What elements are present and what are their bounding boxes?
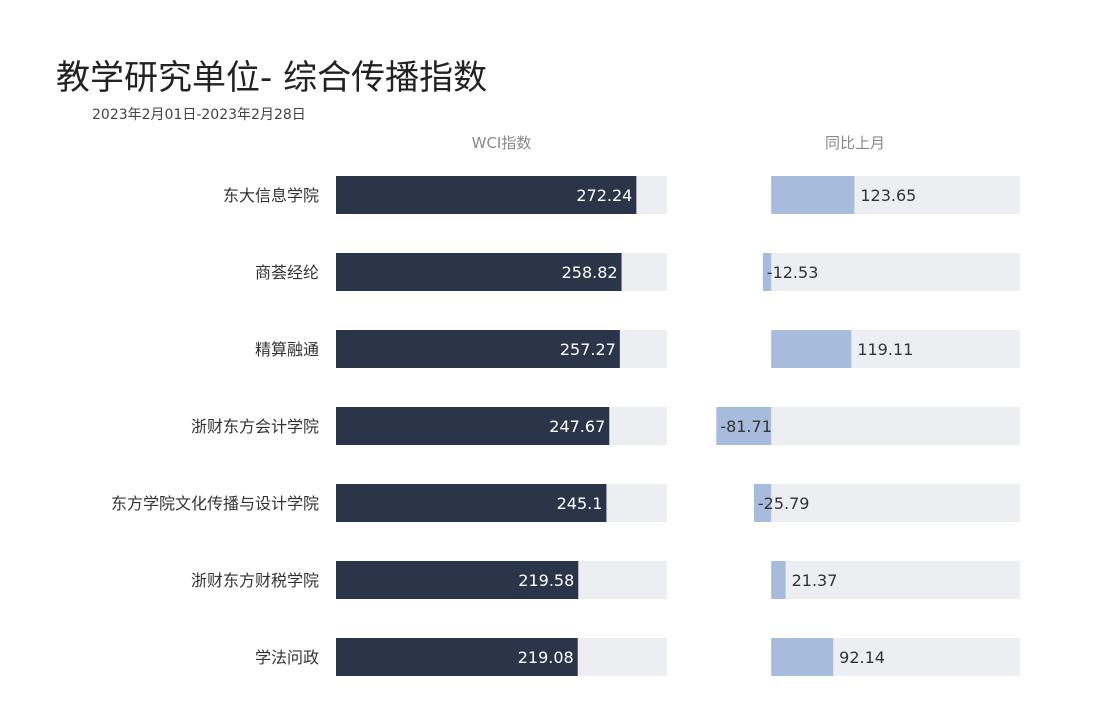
- category-label: 浙财东方会计学院: [191, 417, 319, 436]
- category-label: 东方学院文化传播与设计学院: [111, 494, 319, 513]
- change-value-label: -12.53: [767, 263, 819, 282]
- change-value-label: 119.11: [857, 340, 913, 359]
- change-bar-track: [771, 561, 1020, 599]
- wci-bar: [336, 638, 578, 676]
- wci-value-label: 258.82: [562, 263, 618, 282]
- change-bar: [753, 484, 772, 522]
- wci-value-label: 247.67: [549, 417, 605, 436]
- change-bar: [771, 561, 786, 599]
- wci-value-label: 219.08: [518, 648, 574, 667]
- wci-value-label: 245.1: [557, 494, 603, 513]
- category-label: 浙财东方财税学院: [191, 571, 319, 590]
- change-bar: [771, 638, 834, 676]
- change-bar: [762, 253, 772, 291]
- wci-bar: [336, 561, 579, 599]
- change-value-label: 21.37: [792, 571, 838, 590]
- change-bar-track: [771, 484, 1020, 522]
- change-bar: [771, 176, 855, 214]
- change-column-header: 同比上月: [825, 134, 885, 152]
- change-bar-track: [771, 407, 1020, 445]
- wci-value-label: 272.24: [576, 186, 632, 205]
- category-label: 东大信息学院: [223, 186, 319, 205]
- category-label: 精算融通: [255, 340, 319, 359]
- change-bar: [771, 330, 852, 368]
- date-range-subtitle: 2023年2月01日-2023年2月28日: [92, 107, 306, 123]
- wci-bar: [336, 253, 622, 291]
- wci-column-header: WCI指数: [472, 134, 532, 152]
- category-label: 商荟经纶: [255, 263, 319, 282]
- wci-bar: [336, 176, 637, 214]
- change-bar: [716, 407, 772, 445]
- change-value-label: 92.14: [839, 648, 885, 667]
- change-value-label: -25.79: [758, 494, 810, 513]
- wci-value-label: 219.58: [518, 571, 574, 590]
- wci-value-label: 257.27: [560, 340, 616, 359]
- wci-bar: [336, 330, 620, 368]
- category-label: 学法问政: [255, 648, 319, 667]
- change-value-label: -81.71: [720, 417, 772, 436]
- change-bar-track: [771, 253, 1020, 291]
- wci-bar: [336, 484, 607, 522]
- change-value-label: 123.65: [860, 186, 916, 205]
- chart-title: 教学研究单位- 综合传播指数: [56, 58, 488, 98]
- wci-bar: [336, 407, 610, 445]
